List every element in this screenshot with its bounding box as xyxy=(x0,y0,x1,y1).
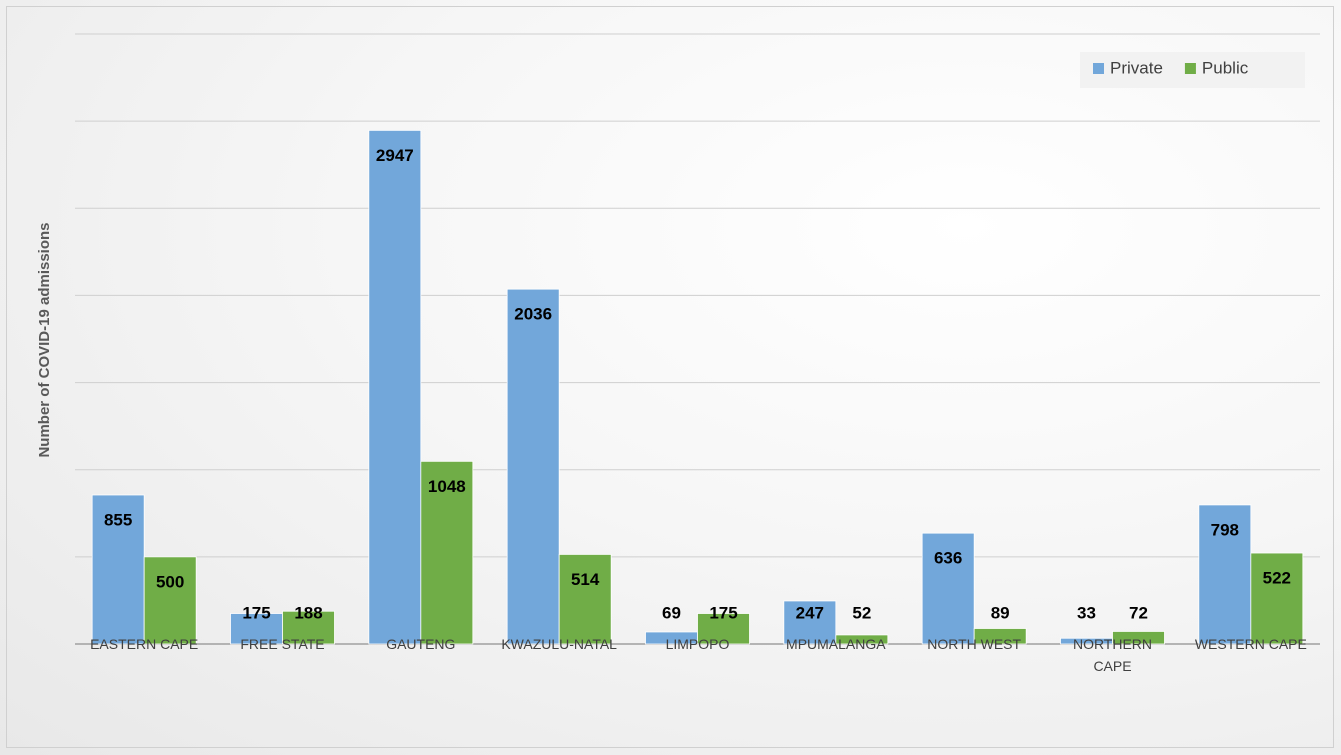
value-label: 1048 xyxy=(428,477,466,496)
value-label: 188 xyxy=(294,603,322,622)
bar xyxy=(506,288,560,645)
x-tick-label: MPUMALANGA xyxy=(786,636,886,652)
legend-label: Public xyxy=(1202,58,1249,77)
value-label: 247 xyxy=(796,603,824,622)
value-label: 72 xyxy=(1129,603,1148,622)
bar xyxy=(282,610,335,645)
x-tick-label: LIMPOPO xyxy=(665,636,730,652)
value-label: 522 xyxy=(1263,569,1291,588)
bar xyxy=(835,634,889,645)
bar xyxy=(973,628,1027,645)
value-label: 33 xyxy=(1077,603,1096,622)
bar xyxy=(697,613,750,645)
bar xyxy=(558,554,612,645)
x-tick-label: FREE STATE xyxy=(240,636,325,652)
value-label: 855 xyxy=(104,510,132,529)
value-label: 89 xyxy=(991,603,1010,622)
bar xyxy=(921,532,975,645)
value-label: 2036 xyxy=(514,305,552,324)
bar xyxy=(1250,552,1304,645)
value-label: 2947 xyxy=(376,146,414,165)
x-tick-label: GAUTENG xyxy=(386,636,456,652)
value-label: 500 xyxy=(156,572,184,591)
value-label: 175 xyxy=(242,603,270,622)
bar xyxy=(1198,504,1252,645)
legend-label: Private xyxy=(1110,58,1163,77)
legend-marker xyxy=(1184,63,1196,74)
x-tick-label: NORTH WEST xyxy=(927,636,1022,652)
value-label: 69 xyxy=(662,603,681,622)
bar xyxy=(143,556,197,645)
bar xyxy=(1112,631,1165,645)
bar xyxy=(230,613,283,645)
bar xyxy=(420,460,474,645)
value-label: 798 xyxy=(1211,520,1239,539)
x-tick-label: EASTERN CAPE xyxy=(90,636,199,652)
x-tick-label: KWAZULU-NATAL xyxy=(501,636,617,652)
value-label: 636 xyxy=(934,549,962,568)
bar xyxy=(368,129,422,645)
chart-frame xyxy=(6,6,1334,748)
bar xyxy=(91,494,145,645)
value-label: 52 xyxy=(852,603,871,622)
value-label: 514 xyxy=(571,570,600,589)
value-label: 175 xyxy=(709,603,737,622)
x-tick-label: WESTERN CAPE xyxy=(1194,636,1307,652)
legend-marker xyxy=(1093,63,1104,74)
y-axis-title: Number of COVID-19 admissions xyxy=(36,222,53,457)
x-tick-label: NORTHERN CAPE xyxy=(1072,636,1153,674)
bar xyxy=(783,600,837,645)
